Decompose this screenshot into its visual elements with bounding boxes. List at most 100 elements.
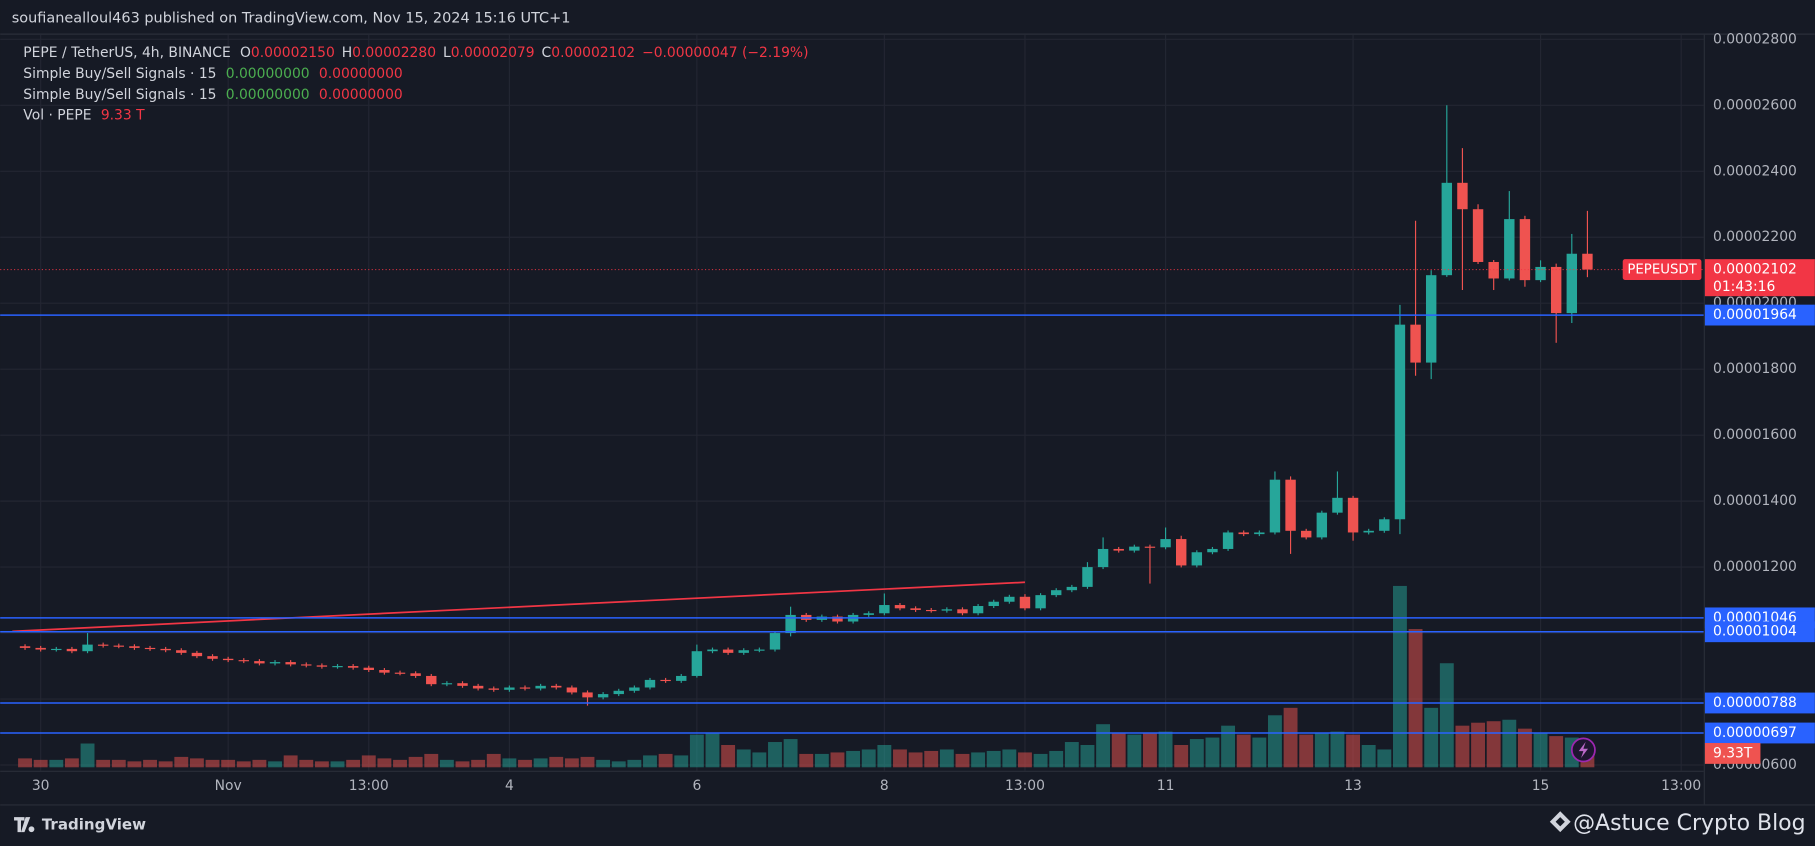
volume-bar <box>1174 745 1189 768</box>
signal-value: 0.00000000 <box>319 87 403 103</box>
candle-body <box>863 613 874 615</box>
volume-bar <box>783 739 798 768</box>
ohlc-key: H <box>342 45 352 61</box>
candle-body <box>1582 253 1593 270</box>
volume-bar <box>721 745 736 768</box>
legend: PEPE / TetherUS, 4h, BINANCE O0.00002150 H… <box>23 45 808 123</box>
volume-bar <box>424 753 439 768</box>
volume-bar <box>1158 731 1173 768</box>
volume-bar <box>893 749 907 768</box>
volume-bar <box>564 758 579 768</box>
candle-body <box>910 608 921 610</box>
volume-bar <box>1236 734 1251 768</box>
level-tag <box>1704 304 1815 326</box>
candle-body <box>1425 275 1437 363</box>
level-tag-label: 0.00001964 <box>1713 307 1797 323</box>
signal-line: Simple Buy/Sell Signals · 15 0.00000000 0.… <box>23 87 402 103</box>
candle-body <box>176 650 187 653</box>
level-tag <box>1704 722 1815 744</box>
price-tag-label: 0.00002102 <box>1713 262 1797 278</box>
volume-bar <box>268 761 282 768</box>
ohlc-value: 0.00002079 <box>451 45 535 61</box>
candle-body <box>1550 266 1562 314</box>
volume-bar <box>986 750 1001 768</box>
candle-body <box>457 683 468 686</box>
volume-bar <box>330 761 345 768</box>
y-tick-label: 0.00001400 <box>1713 493 1797 509</box>
candle-body <box>1363 530 1374 533</box>
candle-body <box>222 658 234 661</box>
candle-body <box>1472 209 1484 262</box>
volume-bar <box>1096 724 1111 768</box>
ohlc-key: L <box>443 45 451 61</box>
volume-bar <box>1533 733 1548 768</box>
candle-body <box>1160 539 1171 548</box>
candle-body <box>1269 479 1281 533</box>
volume-bar <box>1268 715 1282 768</box>
volume-bar <box>1127 734 1142 768</box>
candle-body <box>738 650 749 653</box>
volume-bar <box>689 734 704 768</box>
volume-tag <box>1704 743 1761 764</box>
volume-bar <box>486 753 501 768</box>
x-tick-label: 30 <box>32 778 50 794</box>
trendline <box>12 581 1026 633</box>
candle-body <box>1019 596 1031 609</box>
y-tick-label: 0.00002400 <box>1713 163 1797 179</box>
lightning-icon[interactable] <box>1570 737 1596 763</box>
candle-body <box>832 616 843 622</box>
volume-bar <box>1330 731 1345 768</box>
candle-body <box>957 609 968 614</box>
volume-value: 9.33 T <box>101 108 145 124</box>
candle-body <box>97 644 109 646</box>
x-tick-label: 13:00 <box>1661 778 1701 794</box>
volume-bar <box>1221 725 1236 768</box>
volume-bar <box>1549 736 1564 768</box>
volume-bar <box>955 753 970 768</box>
ohlc-value: 0.00002280 <box>352 45 436 61</box>
candle-body <box>301 664 312 666</box>
candle-body <box>35 647 46 650</box>
signal-name: Simple Buy/Sell Signals · 15 <box>23 66 216 82</box>
volume-bar <box>1064 742 1079 768</box>
y-tick-label: 0.00002200 <box>1713 229 1797 245</box>
candle-body <box>722 649 734 653</box>
candle-body <box>988 601 999 607</box>
volume-bar <box>252 759 267 768</box>
volume-bar <box>1049 750 1064 768</box>
x-tick-label: 13:00 <box>349 778 389 794</box>
candle-body <box>1222 532 1234 549</box>
candle-body <box>1051 590 1062 596</box>
volume-bar <box>877 745 892 768</box>
candle-body <box>707 649 718 652</box>
level-tag-label: 0.00000697 <box>1713 725 1797 741</box>
candle-body <box>207 656 218 659</box>
legend-line: PEPE / TetherUS, 4h, BINANCE O0.00002150 H… <box>23 45 808 61</box>
candle-body <box>472 685 484 689</box>
candle-body <box>347 666 359 668</box>
change: −0.00000047 (−2.19%) <box>642 45 808 61</box>
volume-bar <box>971 752 986 768</box>
candle-body <box>894 605 906 609</box>
volume-bar <box>80 743 95 768</box>
signal-value: 0.00000000 <box>226 66 310 82</box>
candle-body <box>160 648 171 651</box>
candle-body <box>1035 595 1046 609</box>
candle-body <box>1144 546 1156 548</box>
volume-bar <box>611 761 626 768</box>
candle-body <box>926 609 937 612</box>
volume-bar <box>96 759 111 768</box>
signal-name: Simple Buy/Sell Signals · 15 <box>23 87 216 103</box>
symbol-tag <box>1622 259 1702 280</box>
volume-bar <box>502 758 517 768</box>
y-tick-label: 0.00001600 <box>1713 427 1797 443</box>
volume-bar <box>1080 745 1095 768</box>
candle-body <box>332 666 343 668</box>
volume-bar <box>64 758 79 768</box>
x-tick-label: Nov <box>215 778 242 794</box>
volume-bar <box>361 755 376 768</box>
candle-body <box>410 673 421 676</box>
volume-bar <box>439 759 454 768</box>
candle-body <box>238 660 249 662</box>
